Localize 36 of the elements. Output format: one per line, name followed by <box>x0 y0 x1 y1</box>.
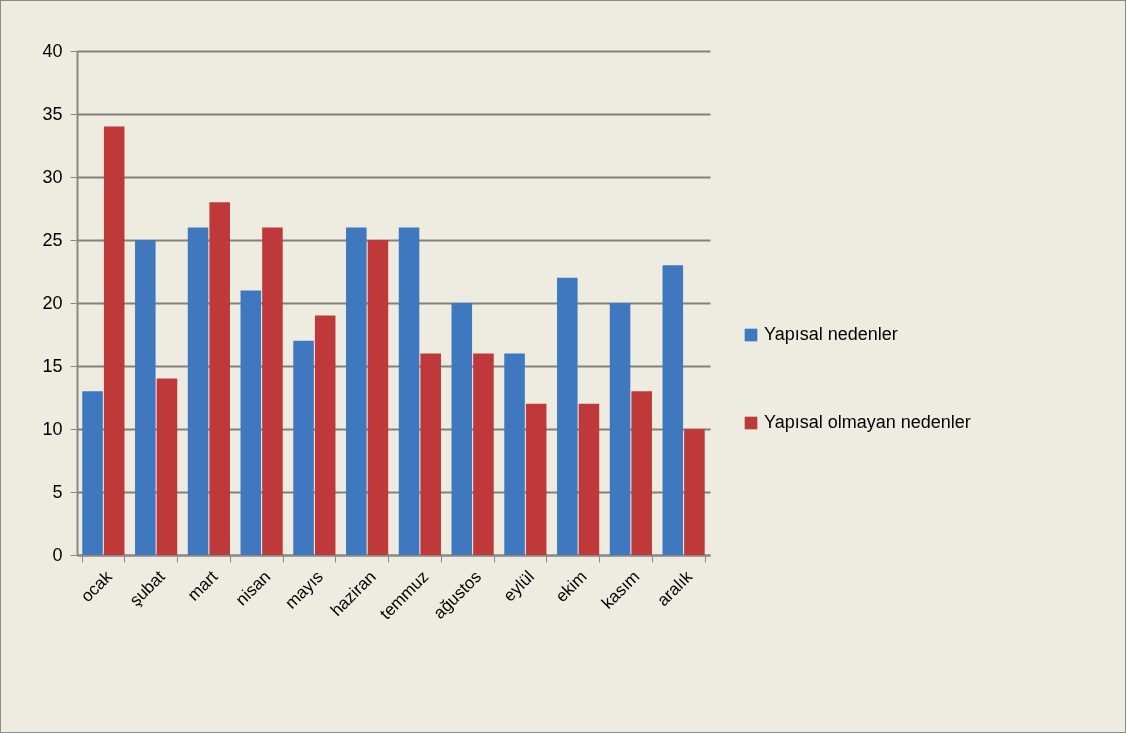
bar <box>609 303 631 555</box>
bar <box>346 227 367 555</box>
bar <box>262 227 283 555</box>
bar <box>187 227 209 555</box>
bar <box>240 290 262 555</box>
bar <box>557 277 578 555</box>
legend-label: Yapısal olmayan nedenler <box>764 412 971 432</box>
y-tick-label: 15 <box>42 355 63 376</box>
y-tick-label: 35 <box>42 103 63 124</box>
legend-label: Yapısal nedenler <box>764 324 898 344</box>
bar <box>578 403 600 555</box>
y-tick-label: 5 <box>52 481 63 502</box>
y-tick-label: 30 <box>42 166 63 187</box>
bar <box>156 378 178 555</box>
x-tick-label: ekim <box>551 567 591 606</box>
y-tick-label: 10 <box>42 418 63 439</box>
bar <box>103 126 125 555</box>
bar <box>420 353 441 555</box>
bar <box>314 315 336 555</box>
bar <box>367 240 389 555</box>
bar <box>293 340 314 555</box>
y-tick-label: 40 <box>42 40 63 61</box>
y-tick-label: 0 <box>52 544 63 565</box>
bar <box>473 353 494 555</box>
bar <box>451 303 473 555</box>
y-tick-label: 20 <box>42 292 63 313</box>
bar <box>82 391 103 555</box>
bar <box>209 202 230 555</box>
bar <box>398 227 420 555</box>
bar <box>135 240 156 555</box>
bar <box>684 429 705 555</box>
bar <box>504 353 525 555</box>
bar <box>662 265 684 555</box>
bar <box>631 391 652 555</box>
y-tick-label: 25 <box>42 229 63 250</box>
bar <box>525 403 547 555</box>
